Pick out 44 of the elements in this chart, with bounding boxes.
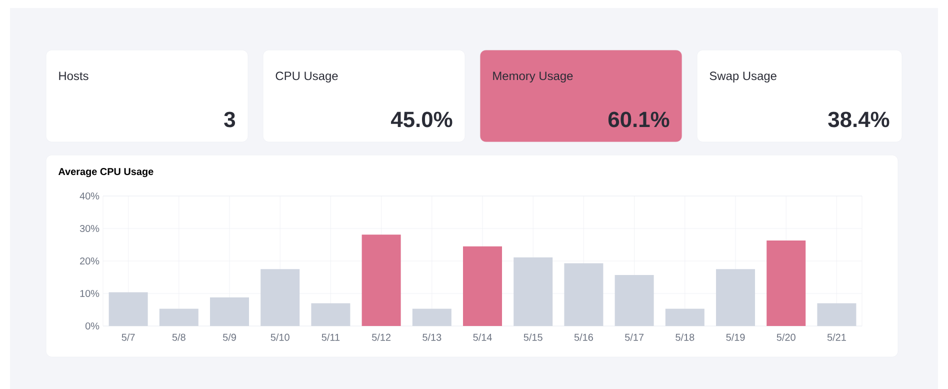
text: 60.1% — [608, 112, 670, 128]
y-tick-label: 0% — [85, 322, 100, 330]
x-tick-label: 5/7 — [122, 334, 135, 341]
bar — [665, 308, 704, 326]
category-label: Swap Usage — [710, 72, 776, 82]
category-label: Memory Usage — [493, 72, 573, 82]
x-tick-label: 5/14 — [473, 334, 492, 341]
bar — [614, 274, 654, 326]
x-tick-label: 5/20 — [776, 334, 796, 341]
x-tick-label: 5/16 — [574, 334, 593, 341]
bar — [311, 303, 350, 326]
x-tick-label: 5/10 — [270, 334, 290, 341]
y-tick-label: 20% — [80, 257, 100, 265]
bar — [817, 303, 856, 326]
chart-title: Average CPU Usage — [58, 168, 154, 178]
y-tick-label: 40% — [80, 192, 100, 200]
x-tick-label: 5/19 — [726, 334, 745, 341]
bar — [108, 292, 148, 326]
bar — [159, 308, 198, 326]
x-tick-label: 5/15 — [524, 334, 542, 341]
bar — [463, 246, 502, 326]
bar — [716, 269, 756, 326]
y-tick-label: 10% — [80, 290, 100, 298]
x-tick-label: 5/9 — [222, 334, 236, 341]
bar — [260, 269, 300, 326]
x-tick-label: 5/18 — [676, 334, 694, 341]
bar — [210, 297, 250, 326]
bar — [766, 240, 806, 326]
category-label: CPU Usage — [276, 72, 338, 82]
text: 3 — [224, 112, 236, 128]
x-tick-label: 5/12 — [372, 334, 391, 341]
x-tick-label: 5/21 — [827, 334, 846, 341]
bar — [412, 308, 452, 326]
x-tick-label: 5/13 — [422, 334, 442, 341]
y-tick-label: 30% — [80, 224, 100, 232]
text: 45.0% — [390, 112, 452, 128]
category-label: Hosts — [59, 72, 88, 80]
bar — [564, 263, 604, 326]
bar — [362, 234, 401, 326]
text: 38.4% — [828, 112, 890, 128]
x-tick-label: 5/17 — [625, 334, 644, 341]
bar — [514, 257, 553, 326]
x-tick-label: 5/11 — [322, 334, 340, 341]
x-tick-label: 5/8 — [172, 334, 186, 341]
